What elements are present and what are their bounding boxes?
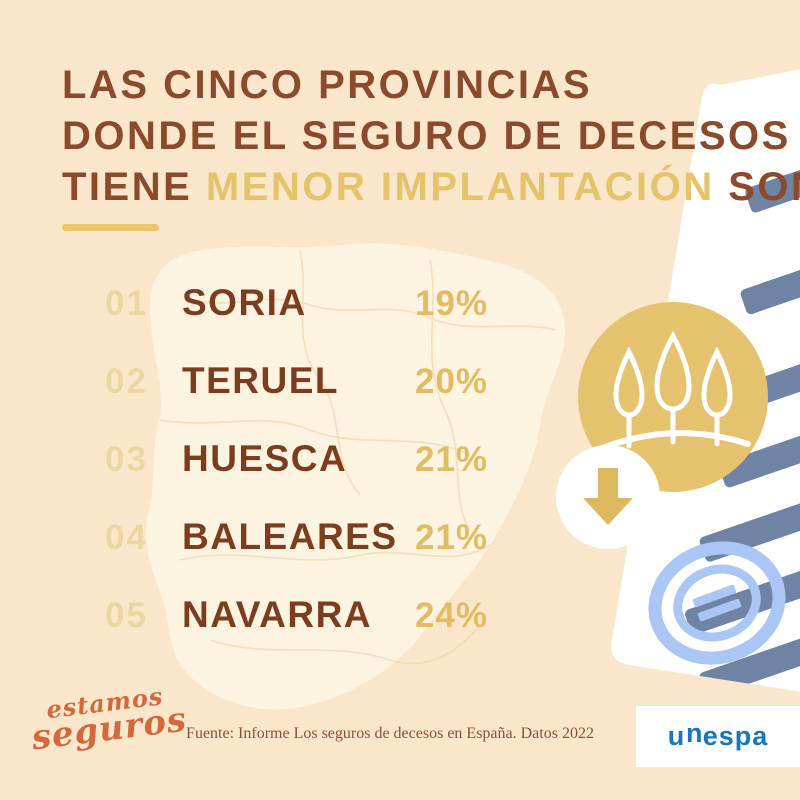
cypress-trees-icon (597, 330, 751, 452)
penetration-percent: 20% (415, 362, 489, 401)
rank-number: 05 (105, 596, 148, 635)
source-note: Fuente: Informe Los seguros de decesos e… (186, 725, 594, 742)
equals-seal-icon (648, 541, 786, 665)
title-highlight: MENOR IMPLANTACIÓN (205, 165, 715, 209)
unespa-logo-box: uuespa (636, 706, 800, 767)
penetration-percent: 21% (415, 518, 489, 557)
unespa-logo-n-glyph: u (685, 722, 703, 752)
province-name: NAVARRA (182, 594, 373, 635)
penetration-percent: 21% (415, 440, 489, 479)
province-name: HUESCA (182, 438, 348, 479)
rank-number: 01 (105, 284, 148, 323)
province-name: TERUEL (182, 360, 339, 401)
rank-number: 03 (105, 440, 148, 479)
table-row: 01 SORIA 19% (105, 282, 488, 360)
penetration-percent: 24% (415, 596, 489, 635)
rank-number: 04 (105, 518, 148, 557)
province-ranking-list: 01 SORIA 19% 02 TERUEL 20% 03 HUESCA 21%… (105, 282, 488, 672)
title-line-1: LAS CINCO PROVINCIAS (62, 63, 593, 107)
province-name: BALEARES (182, 516, 398, 557)
page-title: LAS CINCO PROVINCIAS DONDE EL SEGURO DE … (62, 60, 800, 213)
penetration-percent: 19% (415, 284, 489, 323)
title-underline (62, 224, 159, 231)
gold-circle (578, 302, 768, 492)
table-row: 05 NAVARRA 24% (105, 594, 488, 672)
table-row: 03 HUESCA 21% (105, 438, 488, 516)
table-row: 02 TERUEL 20% (105, 360, 488, 438)
title-line-2: DONDE EL SEGURO DE DECESOS (62, 114, 791, 158)
down-arrow-icon (583, 468, 633, 525)
unespa-logo: uuespa (667, 721, 769, 752)
title-line-3: TIENE MENOR IMPLANTACIÓN SON (62, 165, 800, 209)
rank-number: 02 (105, 362, 148, 401)
province-name: SORIA (182, 282, 307, 323)
table-row: 04 BALEARES 21% (105, 516, 488, 594)
